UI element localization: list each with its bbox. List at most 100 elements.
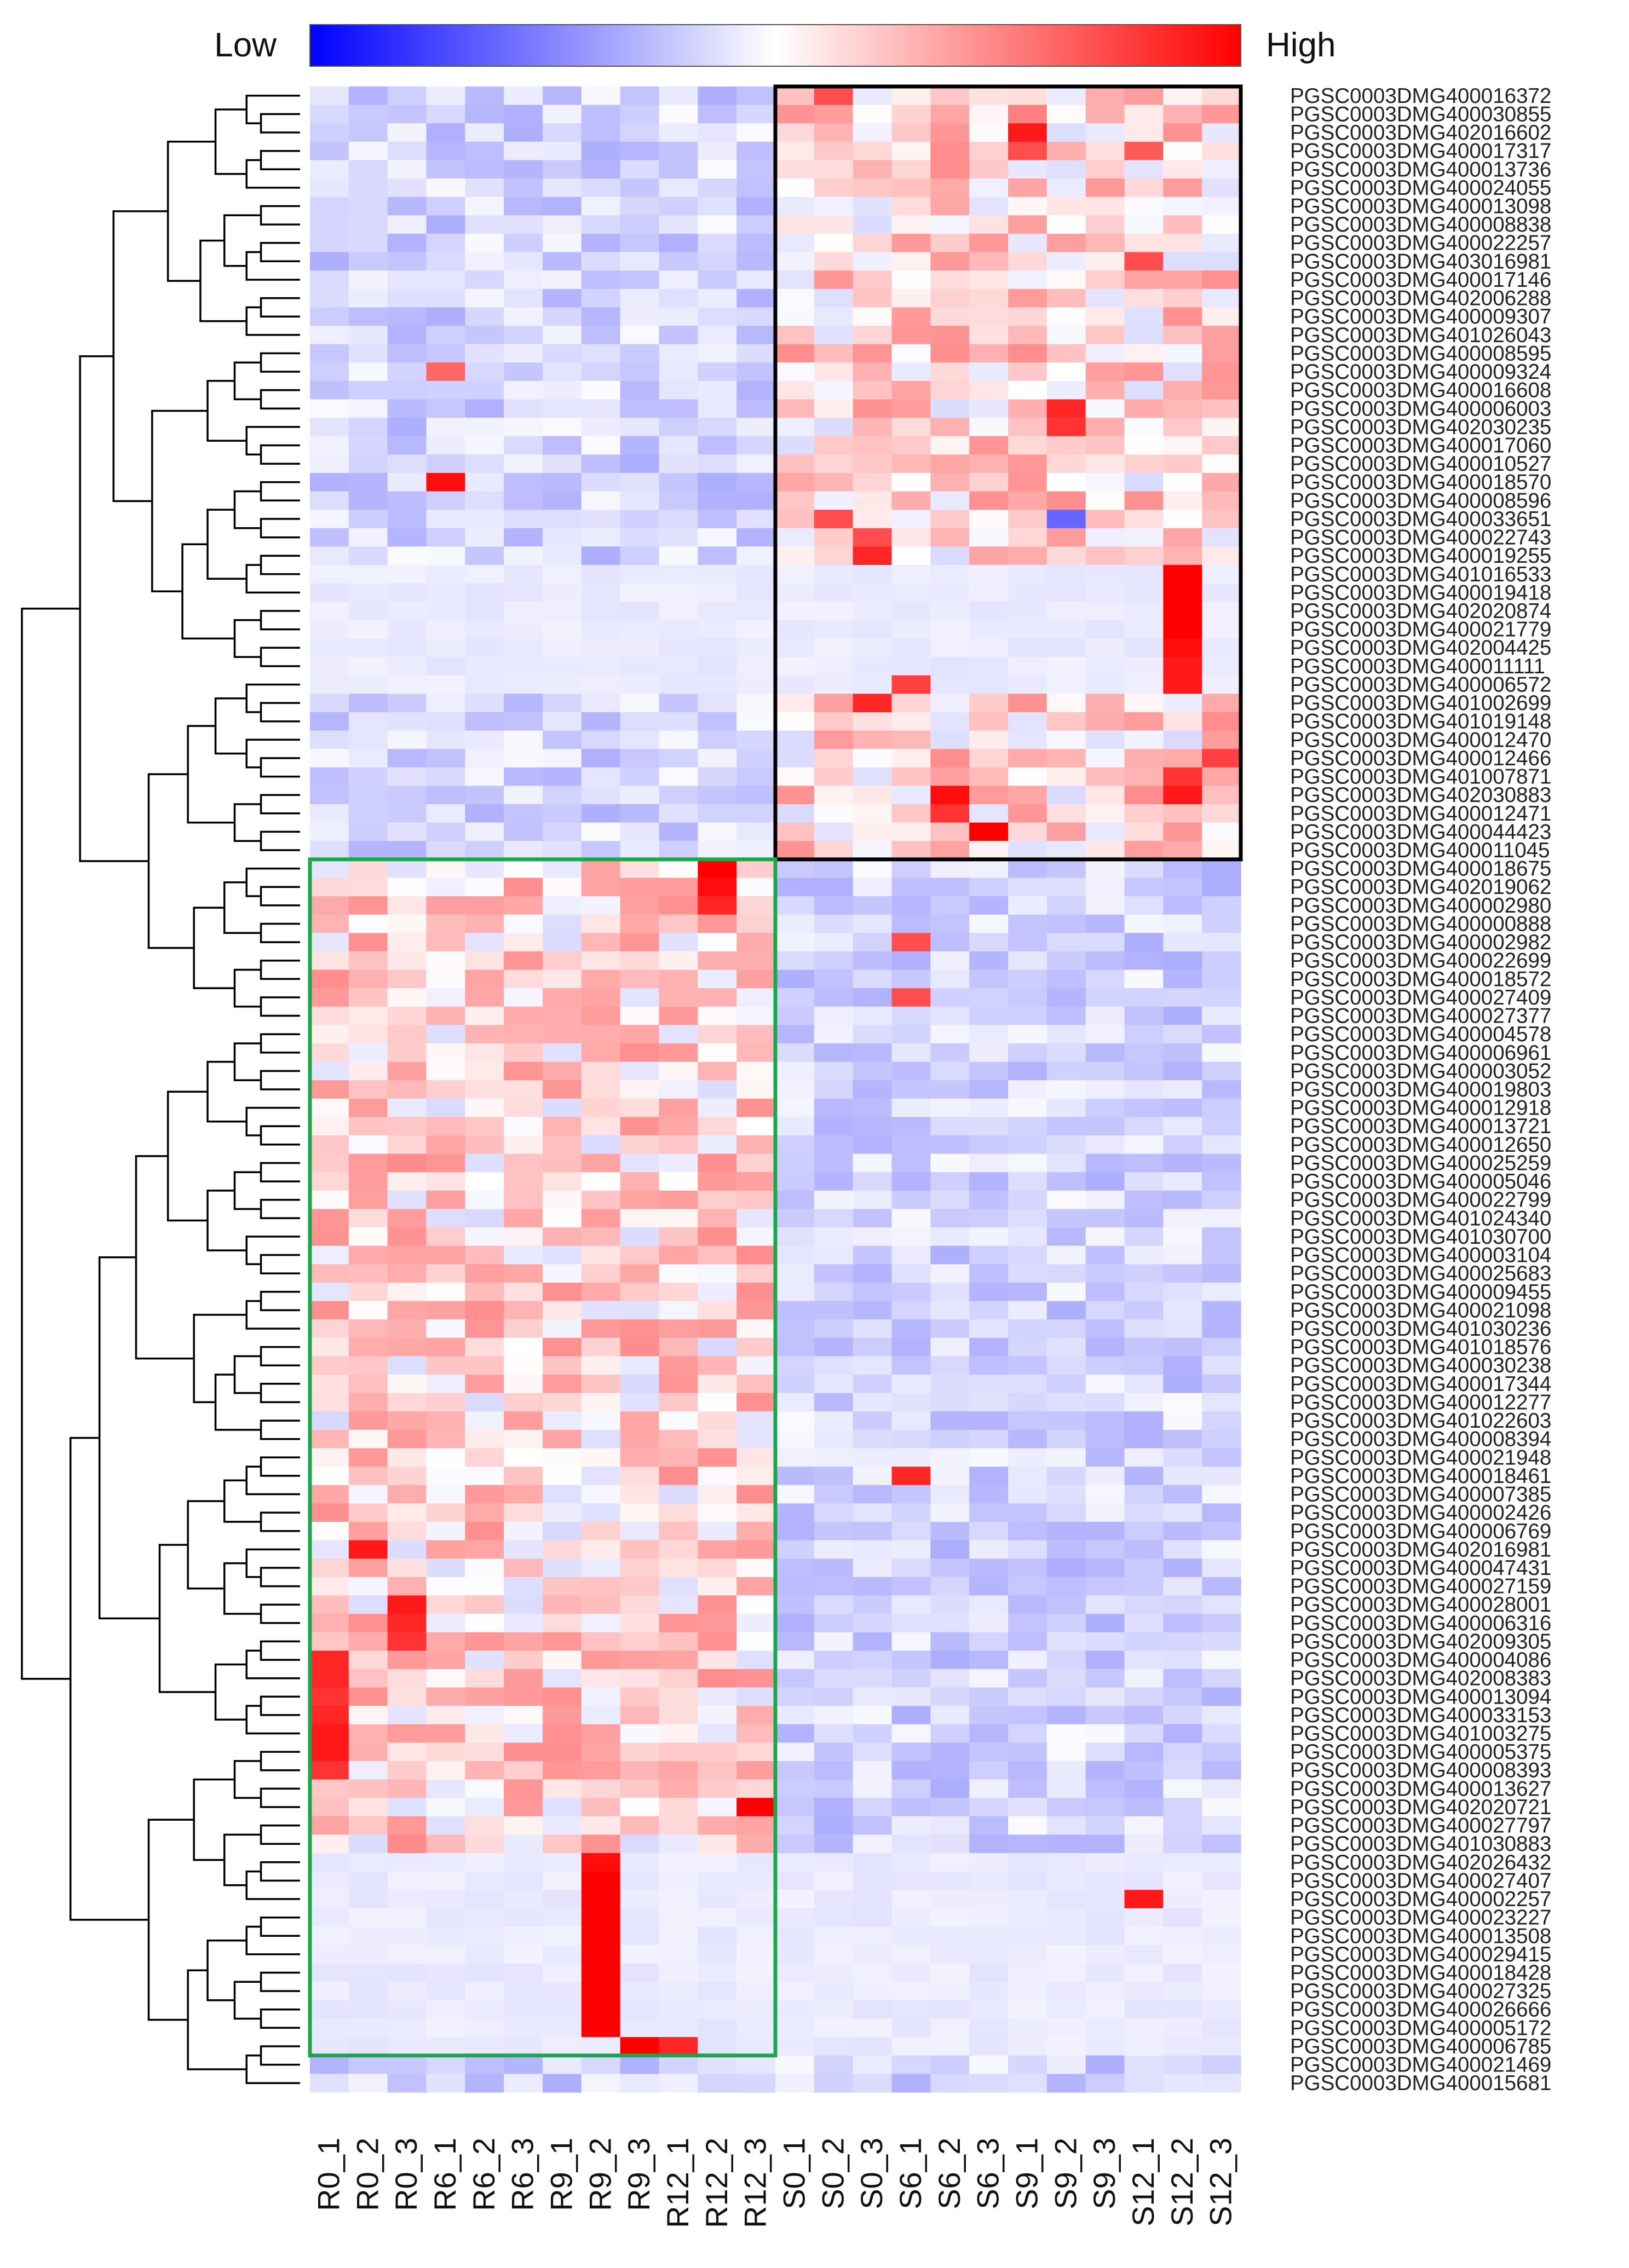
dendrogram-branch xyxy=(193,907,235,989)
heatmap-cell xyxy=(1008,1650,1047,1670)
row-label: PGSC0003DMG400010527 xyxy=(1290,452,1551,476)
heatmap-cell xyxy=(504,307,543,326)
heatmap-cell xyxy=(736,123,776,142)
heatmap-cell xyxy=(310,933,349,952)
heatmap-cell xyxy=(1163,914,1202,933)
heatmap-cell xyxy=(426,1798,465,1817)
heatmap-cell xyxy=(698,657,737,676)
heatmap-cell xyxy=(1008,1080,1047,1099)
heatmap-cell xyxy=(581,896,621,915)
heatmap-cell xyxy=(310,1098,349,1118)
heatmap-cell xyxy=(775,86,815,106)
heatmap-cell xyxy=(698,1245,737,1265)
heatmap-cell xyxy=(1008,1117,1047,1136)
heatmap-cell xyxy=(814,454,854,474)
heatmap-cell xyxy=(891,564,931,584)
heatmap-cell xyxy=(543,1356,582,1375)
heatmap-cell xyxy=(1008,528,1047,547)
heatmap-cell xyxy=(348,1650,388,1670)
heatmap-cell xyxy=(814,1834,854,1854)
heatmap-cell xyxy=(1202,178,1241,198)
heatmap-cell xyxy=(969,1135,1009,1155)
heatmap-cell xyxy=(543,712,582,731)
heatmap-cell xyxy=(1202,141,1241,161)
heatmap-cell xyxy=(1085,436,1125,455)
heatmap-cell xyxy=(465,822,504,841)
heatmap-cell xyxy=(891,583,931,602)
heatmap-cell xyxy=(310,1816,349,1835)
heatmap-cell xyxy=(853,1467,893,1486)
heatmap-cell xyxy=(543,1429,582,1449)
heatmap-cell xyxy=(1046,1798,1086,1817)
heatmap-cell xyxy=(930,1190,970,1210)
heatmap-cell xyxy=(969,1540,1009,1559)
heatmap-cell xyxy=(348,878,388,897)
heatmap-cell xyxy=(620,583,660,602)
heatmap-cell xyxy=(310,583,349,602)
heatmap-cell xyxy=(1202,1853,1241,1872)
heatmap-cell xyxy=(698,1540,737,1559)
heatmap-cell xyxy=(348,1945,388,1964)
heatmap-cell xyxy=(930,472,970,492)
dendrogram-branch xyxy=(260,1198,300,1220)
heatmap-cell xyxy=(581,86,621,106)
heatmap-cell xyxy=(891,1098,931,1118)
heatmap-cell xyxy=(698,270,737,290)
heatmap-cell xyxy=(310,546,349,565)
heatmap-cell xyxy=(814,1043,854,1063)
heatmap-cell xyxy=(659,1080,698,1099)
heatmap-cell xyxy=(310,730,349,749)
heatmap-cell xyxy=(504,2055,543,2074)
heatmap-cell xyxy=(310,270,349,290)
heatmap-cell xyxy=(581,1135,621,1155)
heatmap-cell xyxy=(465,730,504,749)
heatmap-cell xyxy=(1008,602,1047,621)
heatmap-cell xyxy=(775,1172,815,1191)
heatmap-cell xyxy=(1163,2000,1202,2019)
heatmap-cell xyxy=(891,1706,931,1725)
heatmap-cell xyxy=(891,859,931,879)
heatmap-cell xyxy=(891,1025,931,1044)
heatmap-cell xyxy=(581,1080,621,1099)
heatmap-cell xyxy=(775,472,815,492)
heatmap-cell xyxy=(310,1209,349,1228)
dendrogram-branch xyxy=(206,1190,247,1251)
heatmap-cell xyxy=(1124,675,1164,694)
heatmap-cell xyxy=(465,510,504,529)
heatmap-cell xyxy=(1163,1724,1202,1743)
heatmap-cell xyxy=(1202,362,1241,382)
heatmap-cell xyxy=(969,1559,1009,1578)
heatmap-cell xyxy=(659,730,698,749)
heatmap-cell xyxy=(659,307,698,326)
heatmap-cell xyxy=(775,307,815,326)
heatmap-cell xyxy=(775,1595,815,1614)
row-label: PGSC0003DMG400016608 xyxy=(1290,379,1551,402)
heatmap-cell xyxy=(1046,749,1086,768)
heatmap-cell xyxy=(543,1559,582,1578)
heatmap-cell xyxy=(775,1963,815,1982)
heatmap-cell xyxy=(348,1117,388,1136)
heatmap-cell xyxy=(891,1448,931,1467)
heatmap-cell xyxy=(387,620,427,639)
heatmap-cell xyxy=(1085,1061,1125,1081)
heatmap-cell xyxy=(853,1908,893,1927)
heatmap-cell xyxy=(736,1227,776,1246)
heatmap-cell xyxy=(1008,1467,1047,1486)
heatmap-cell xyxy=(891,1485,931,1504)
heatmap-cell xyxy=(930,1963,970,1982)
heatmap-cell xyxy=(426,418,465,437)
heatmap-cell xyxy=(1202,380,1241,400)
heatmap-cell xyxy=(1085,160,1125,179)
heatmap-cell xyxy=(1163,472,1202,492)
heatmap-cell xyxy=(775,951,815,971)
heatmap-cell xyxy=(310,1080,349,1099)
heatmap-cell xyxy=(736,1926,776,1946)
heatmap-cell xyxy=(969,1025,1009,1044)
heatmap-cell xyxy=(1124,288,1164,308)
heatmap-cell xyxy=(1163,1945,1202,1964)
heatmap-cell xyxy=(853,1742,893,1762)
heatmap-cell xyxy=(387,2074,427,2093)
heatmap-cell xyxy=(775,1264,815,1283)
heatmap-cell xyxy=(1046,1945,1086,1964)
heatmap-cell xyxy=(310,841,349,860)
